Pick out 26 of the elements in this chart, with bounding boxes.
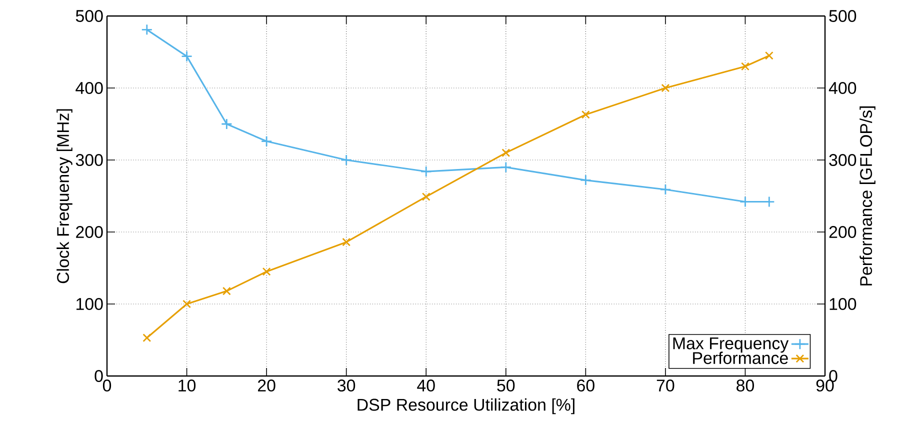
y-tick-label: 0 xyxy=(94,370,103,382)
x-tick-label: 20 xyxy=(258,380,276,392)
legend-label: Performance xyxy=(693,352,788,364)
x-tick-label: 50 xyxy=(497,380,515,392)
y2-tick-label: 200 xyxy=(829,226,856,238)
y-tick-label: 100 xyxy=(76,298,103,310)
y-tick-label: 500 xyxy=(76,10,103,22)
y-axis-title: Clock Frequency [MHz] xyxy=(56,109,72,284)
x-tick-label: 70 xyxy=(656,380,674,392)
y-tick-label: 300 xyxy=(76,154,103,166)
y-tick-label: 400 xyxy=(76,82,103,94)
y2-tick-label: 300 xyxy=(829,154,856,166)
y2-axis-title: Performance [GFLOP/s] xyxy=(860,106,876,286)
x-axis-title: DSP Resource Utilization [%] xyxy=(358,398,574,414)
y2-tick-label: 400 xyxy=(828,82,856,94)
y2-tick-label: 100 xyxy=(830,298,856,310)
y2-tick-label: 500 xyxy=(829,10,856,22)
legend-label: Max Frequency xyxy=(673,338,789,353)
y-tick-label: 200 xyxy=(76,226,103,238)
x-tick-label: 60 xyxy=(577,380,594,392)
x-tick-label: 80 xyxy=(736,380,754,392)
x-tick-label: 0 xyxy=(102,380,112,392)
x-tick-label: 90 xyxy=(816,380,834,392)
x-tick-label: 30 xyxy=(338,380,356,392)
x-tick-label: 10 xyxy=(178,380,196,392)
x-tick-label: 40 xyxy=(417,380,435,392)
